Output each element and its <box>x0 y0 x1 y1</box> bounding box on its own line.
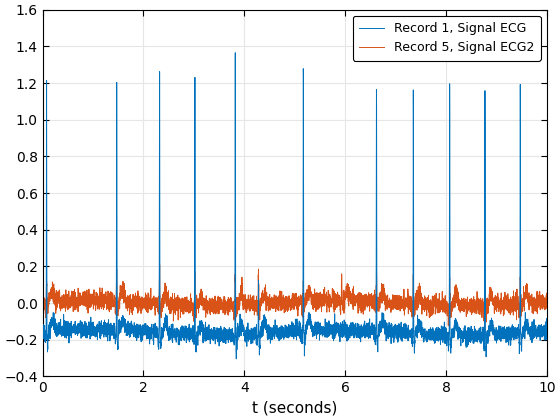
Record 5, Signal ECG2 <box>232 292 239 297</box>
Record 5, Signal ECG2 <box>454 303 461 308</box>
Record 5, Signal ECG2 <box>544 298 550 303</box>
Record 1, Signal ECG <box>39 327 46 332</box>
Record 5, Signal ECG2 <box>445 323 452 328</box>
X-axis label: t (seconds): t (seconds) <box>252 401 338 416</box>
Record 1, Signal ECG <box>342 335 349 340</box>
Record 5, Signal ECG2 <box>39 297 46 302</box>
Record 1, Signal ECG <box>232 50 239 55</box>
Record 5, Signal ECG2 <box>131 300 138 305</box>
Record 5, Signal ECG2 <box>342 291 348 296</box>
Legend: Record 1, Signal ECG, Record 5, Signal ECG2: Record 1, Signal ECG, Record 5, Signal E… <box>353 16 541 60</box>
Line: Record 5, Signal ECG2: Record 5, Signal ECG2 <box>43 265 547 326</box>
Record 1, Signal ECG <box>454 321 461 326</box>
Record 1, Signal ECG <box>416 328 422 333</box>
Record 5, Signal ECG2 <box>367 296 374 301</box>
Record 1, Signal ECG <box>131 326 138 331</box>
Record 1, Signal ECG <box>367 324 374 329</box>
Record 1, Signal ECG <box>232 138 239 143</box>
Record 1, Signal ECG <box>233 356 240 361</box>
Record 5, Signal ECG2 <box>156 262 163 268</box>
Record 1, Signal ECG <box>544 332 550 337</box>
Record 5, Signal ECG2 <box>416 295 422 300</box>
Line: Record 1, Signal ECG: Record 1, Signal ECG <box>43 53 547 359</box>
